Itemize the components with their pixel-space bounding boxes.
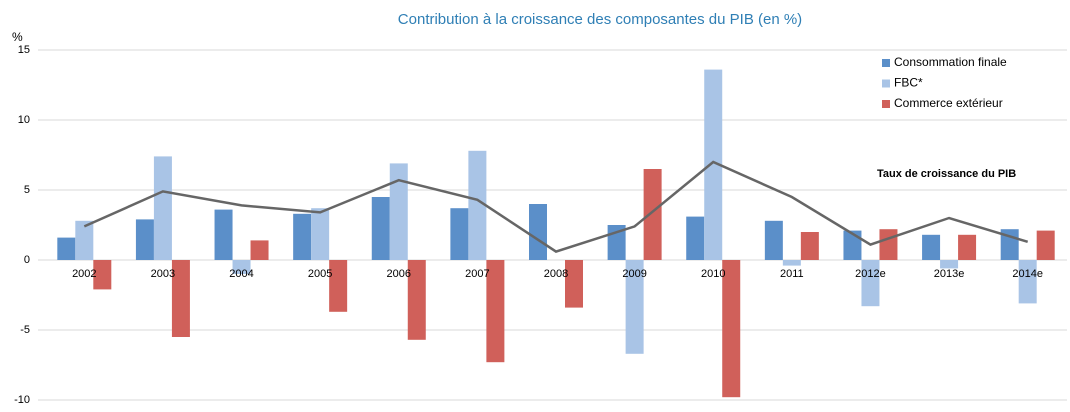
bar xyxy=(153,156,172,260)
legend-swatch xyxy=(882,59,890,67)
bar xyxy=(565,260,583,308)
bar xyxy=(529,204,547,260)
x-tick-label: 2010 xyxy=(701,268,725,280)
x-tick-label: 2003 xyxy=(151,268,175,280)
x-tick-label: 2007 xyxy=(465,268,489,280)
bar xyxy=(686,216,705,260)
bar xyxy=(250,240,269,260)
line xyxy=(83,160,1029,253)
bar xyxy=(958,234,977,260)
y-tick-label: -5 xyxy=(20,324,30,336)
bar xyxy=(171,260,190,337)
x-tick-label: 2013e xyxy=(934,268,965,280)
y-axis-label: % xyxy=(12,30,23,44)
y-tick-label: 0 xyxy=(24,254,30,266)
bar xyxy=(879,229,898,260)
bar xyxy=(1036,230,1055,260)
x-tick-label: 2006 xyxy=(387,268,411,280)
bar xyxy=(75,220,94,260)
bar xyxy=(135,219,154,260)
bar xyxy=(643,169,662,260)
x-tick-label: 2005 xyxy=(308,268,332,280)
x-tick-label: 2014e xyxy=(1012,268,1043,280)
bar xyxy=(450,208,469,260)
bar xyxy=(93,260,112,290)
x-tick-label: 2012e xyxy=(855,268,886,280)
bar xyxy=(843,230,862,260)
x-tick-label: 2002 xyxy=(72,268,96,280)
bar xyxy=(625,260,644,354)
legend-swatch xyxy=(882,100,890,108)
bar xyxy=(940,260,959,269)
bar xyxy=(371,197,390,260)
x-tick-label: 2011 xyxy=(780,268,804,280)
bar xyxy=(232,260,251,274)
y-tick-label: -10 xyxy=(14,394,30,406)
bar xyxy=(704,69,723,260)
x-tick-label: 2009 xyxy=(622,268,646,280)
legend-label: Consommation finale xyxy=(894,55,1007,69)
bar xyxy=(214,209,233,260)
bar xyxy=(57,237,76,260)
line-label: Taux de croissance du PIB xyxy=(877,168,1016,180)
legend-swatch xyxy=(882,79,890,88)
bar xyxy=(311,208,330,260)
bar xyxy=(800,232,819,260)
chart-title: Contribution à la croissance des composa… xyxy=(398,11,802,28)
y-tick-label: 15 xyxy=(18,44,30,56)
bar xyxy=(722,260,741,398)
x-tick-label: 2008 xyxy=(544,268,568,280)
bar xyxy=(407,260,426,340)
bar xyxy=(782,260,801,266)
bar xyxy=(329,260,348,312)
y-tick-label: 10 xyxy=(18,114,30,126)
y-tick-label: 5 xyxy=(24,184,30,196)
bar xyxy=(922,234,941,260)
legend-label: FBC* xyxy=(894,76,923,90)
bar xyxy=(1018,260,1037,304)
bar xyxy=(389,163,408,260)
legend-label: Commerce extérieur xyxy=(894,96,1003,110)
bar xyxy=(468,150,487,260)
x-tick-label: 2004 xyxy=(229,268,253,280)
bar xyxy=(861,260,880,307)
bar xyxy=(293,213,312,260)
bar xyxy=(764,220,783,260)
bar xyxy=(486,260,505,363)
